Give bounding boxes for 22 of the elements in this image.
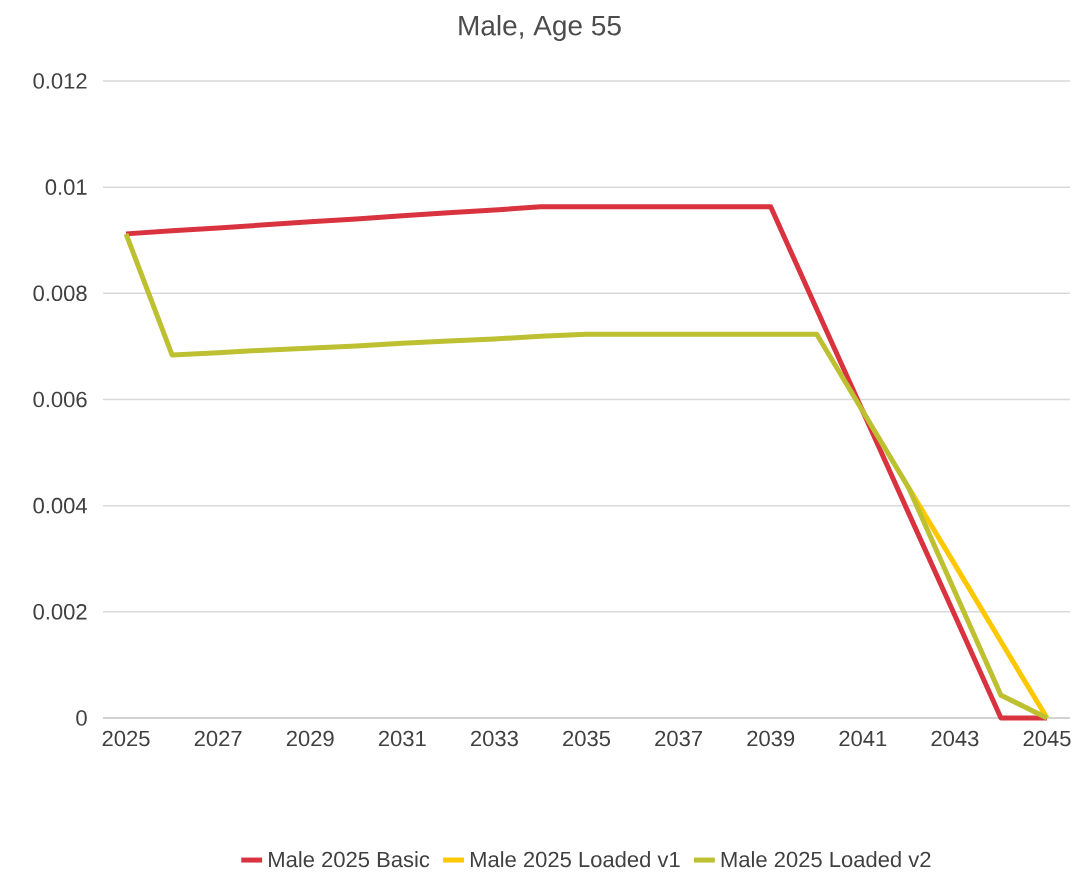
x-tick-label: 2043 (931, 730, 979, 747)
y-tick-label: 0.006 (33, 391, 87, 408)
x-tick-label: 2039 (747, 730, 795, 747)
y-tick-label: 0.008 (33, 285, 87, 302)
chart-title: Male, Age 55 (459, 14, 621, 42)
legend-label: Male 2025 Loaded v2 (721, 851, 931, 868)
y-tick-label: 0.004 (33, 497, 87, 514)
legend-label: Male 2025 Basic (269, 851, 430, 868)
x-tick-label: 2029 (286, 730, 334, 747)
x-tick-label: 2027 (194, 730, 242, 747)
y-tick-label: 0.002 (33, 604, 87, 620)
x-tick-label: 2041 (839, 730, 887, 747)
y-tick-label: 0 (76, 710, 87, 726)
x-tick-label: 2037 (655, 730, 702, 747)
y-tick-label: 0.01 (45, 179, 87, 195)
x-tick-label: 2045 (1023, 730, 1071, 747)
legend-label: Male 2025 Loaded v1 (470, 851, 680, 868)
x-tick-label: 2031 (378, 730, 426, 747)
x-tick-label: 2035 (563, 730, 611, 747)
x-tick-label: 2025 (102, 730, 150, 747)
y-tick-label: 0.012 (33, 73, 87, 89)
x-tick-label: 2033 (471, 730, 518, 747)
